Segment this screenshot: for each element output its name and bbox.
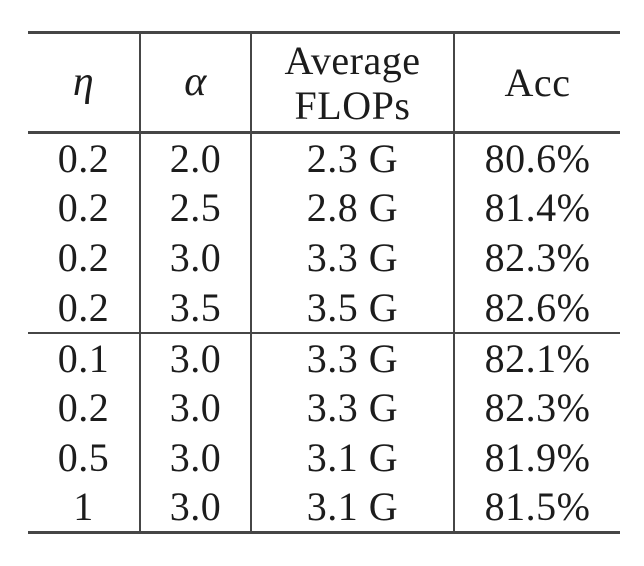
eta-cell: 0.5 xyxy=(28,432,141,483)
acc-cell: 81.4% xyxy=(484,185,591,230)
acc-cell: 80.6% xyxy=(484,135,591,181)
eta-cell: 0.2 xyxy=(28,232,141,283)
acc-cell: 82.3% xyxy=(484,235,591,280)
eta-cell: 0.2 xyxy=(28,182,141,233)
table-row: 1 3.0 3.1 G 81.5% xyxy=(28,482,620,534)
table-row: 0.2 2.5 2.8 G 81.4% xyxy=(28,182,620,233)
col-header-eta: η xyxy=(28,31,141,134)
table-row: 0.5 3.0 3.1 G 81.9% xyxy=(28,432,620,483)
table-row: 0.1 3.0 3.3 G 82.1% xyxy=(28,331,620,383)
acc-cell: 81.5% xyxy=(454,482,620,534)
table-row: 0.2 3.5 3.5 G 82.6% xyxy=(28,282,620,333)
eta-cell: 1 xyxy=(28,482,141,534)
col-header-average-flops: Average FLOPs xyxy=(251,31,455,134)
flops-cell: 2.3 G xyxy=(251,132,455,183)
table-row: 0.2 2.0 2.3 G 80.6% xyxy=(28,132,620,183)
alpha-cell: 3.0 xyxy=(140,232,252,283)
flops-cell: 3.5 G xyxy=(251,282,455,333)
acc-cell: 82.3% xyxy=(484,385,591,430)
flops-cell: 3.3 G xyxy=(251,331,455,383)
flops-cell: 3.1 G xyxy=(251,432,455,483)
acc-cell: 82.1% xyxy=(454,331,620,383)
eta-cell: 0.1 xyxy=(28,331,141,383)
table-row: 0.2 3.0 3.3 G 82.3% xyxy=(28,232,620,283)
col-header-acc: Acc xyxy=(454,31,620,134)
alpha-cell: 2.0 xyxy=(140,132,252,183)
flops-cell: 3.3 G xyxy=(251,382,455,433)
alpha-cell: 3.0 xyxy=(140,331,252,383)
alpha-cell: 3.0 xyxy=(140,432,252,483)
table-row: 0.2 3.0 3.3 G 82.3% xyxy=(28,382,620,433)
alpha-cell: 2.5 xyxy=(140,182,252,233)
results-table: η α Average FLOPs Acc 0.2 2.0 2.3 G 80.6… xyxy=(28,31,620,534)
acc-cell: 81.9% xyxy=(484,435,591,480)
alpha-cell: 3.0 xyxy=(140,482,252,534)
flops-cell: 3.1 G xyxy=(251,482,455,534)
acc-cell: 82.6% xyxy=(484,284,591,330)
eta-cell: 0.2 xyxy=(28,382,141,433)
header-row: η α Average FLOPs Acc xyxy=(28,31,620,134)
eta-cell: 0.2 xyxy=(28,132,141,183)
alpha-cell: 3.0 xyxy=(140,382,252,433)
flops-cell: 3.3 G xyxy=(251,232,455,283)
col-header-alpha: α xyxy=(140,31,252,134)
eta-cell: 0.2 xyxy=(28,282,141,333)
flops-cell: 2.8 G xyxy=(251,182,455,233)
alpha-cell: 3.5 xyxy=(140,282,252,333)
